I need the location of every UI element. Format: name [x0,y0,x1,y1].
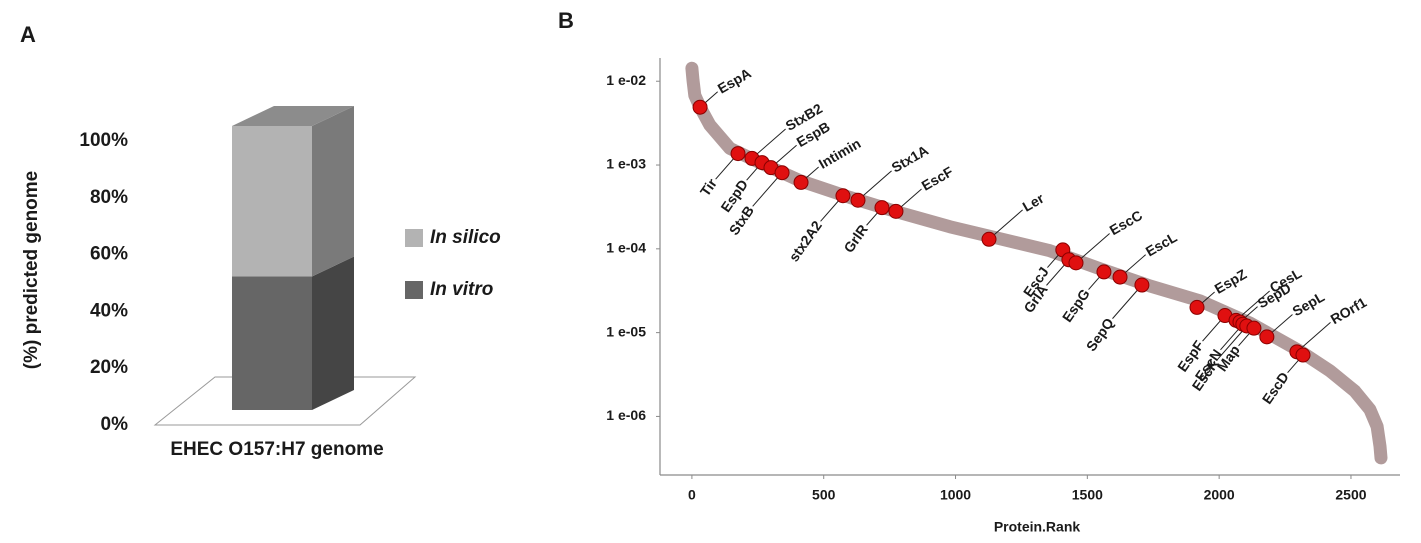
rank-curve [685,61,1388,465]
highlight-point [774,165,790,181]
point-label: GrlR [840,222,871,256]
point-label: EscF [919,163,956,194]
highlight-point [888,203,904,219]
y-tick-label: 100% [79,130,128,151]
highlight-point [793,174,809,190]
panel-label: B [558,8,574,33]
y-tick-label: 80% [90,187,128,208]
highlight-point [692,99,708,115]
point-label: EscD [1259,369,1292,407]
point-label: Stx1A [889,142,931,176]
legend-label: In silico [430,227,501,248]
point-label: SepL [1290,288,1328,319]
point-label: Intimin [816,135,864,172]
y-tick-label: 1 e-06 [606,407,646,423]
y-tick-label: 20% [90,357,128,378]
highlight-point [730,146,746,162]
bar-front [232,126,312,277]
x-tick-label: 2000 [1204,487,1235,503]
x-tick-label: 2500 [1335,487,1366,503]
legend-swatch [405,229,423,247]
x-tick-label: 1500 [1072,487,1103,503]
highlight-point [1259,329,1275,345]
bar-front [232,276,312,410]
legend-swatch [405,281,423,299]
highlight-point [1112,269,1128,285]
x-tick-label: EHEC O157:H7 genome [170,439,383,460]
x-tick-label: 0 [688,487,696,503]
y-tick-label: 1 e-03 [606,156,646,172]
y-axis-label: (%) predicted genome [21,171,42,369]
y-tick-label: 1 e-02 [606,72,646,88]
x-axis-label: Protein.Rank [994,519,1081,535]
y-tick-label: 0% [101,414,129,435]
highlight-point [981,231,997,247]
point-label: SepQ [1083,315,1117,354]
highlight-point [1295,347,1311,363]
point-label: EscC [1107,207,1145,238]
point-label: EscL [1143,229,1180,260]
y-tick-label: 1 e-04 [606,240,646,256]
point-label: EspZ [1212,266,1250,297]
bar-side [312,106,354,277]
y-tick-label: 60% [90,244,128,265]
y-tick-label: 1 e-05 [606,323,646,339]
panel-label: A [20,22,36,47]
bar-top [232,106,354,126]
x-tick-label: 1000 [940,487,971,503]
highlight-point [835,188,851,204]
highlight-point [1189,299,1205,315]
point-label: stx2A2 [785,217,825,264]
highlight-point [1246,320,1262,336]
highlight-point [850,192,866,208]
floor [153,376,417,426]
point-label: ROrf1 [1328,294,1370,327]
point-label: Ler [1020,190,1047,215]
point-label: EspG [1059,286,1093,325]
x-tick-label: 500 [812,487,836,503]
y-tick-label: 40% [90,300,128,321]
highlight-point [1096,264,1112,280]
highlight-point [1134,277,1150,293]
legend-label: In vitro [430,279,493,300]
highlight-point [874,200,890,216]
point-label: EspA [715,65,754,97]
bar-side [312,256,354,410]
highlight-point [1068,255,1084,271]
